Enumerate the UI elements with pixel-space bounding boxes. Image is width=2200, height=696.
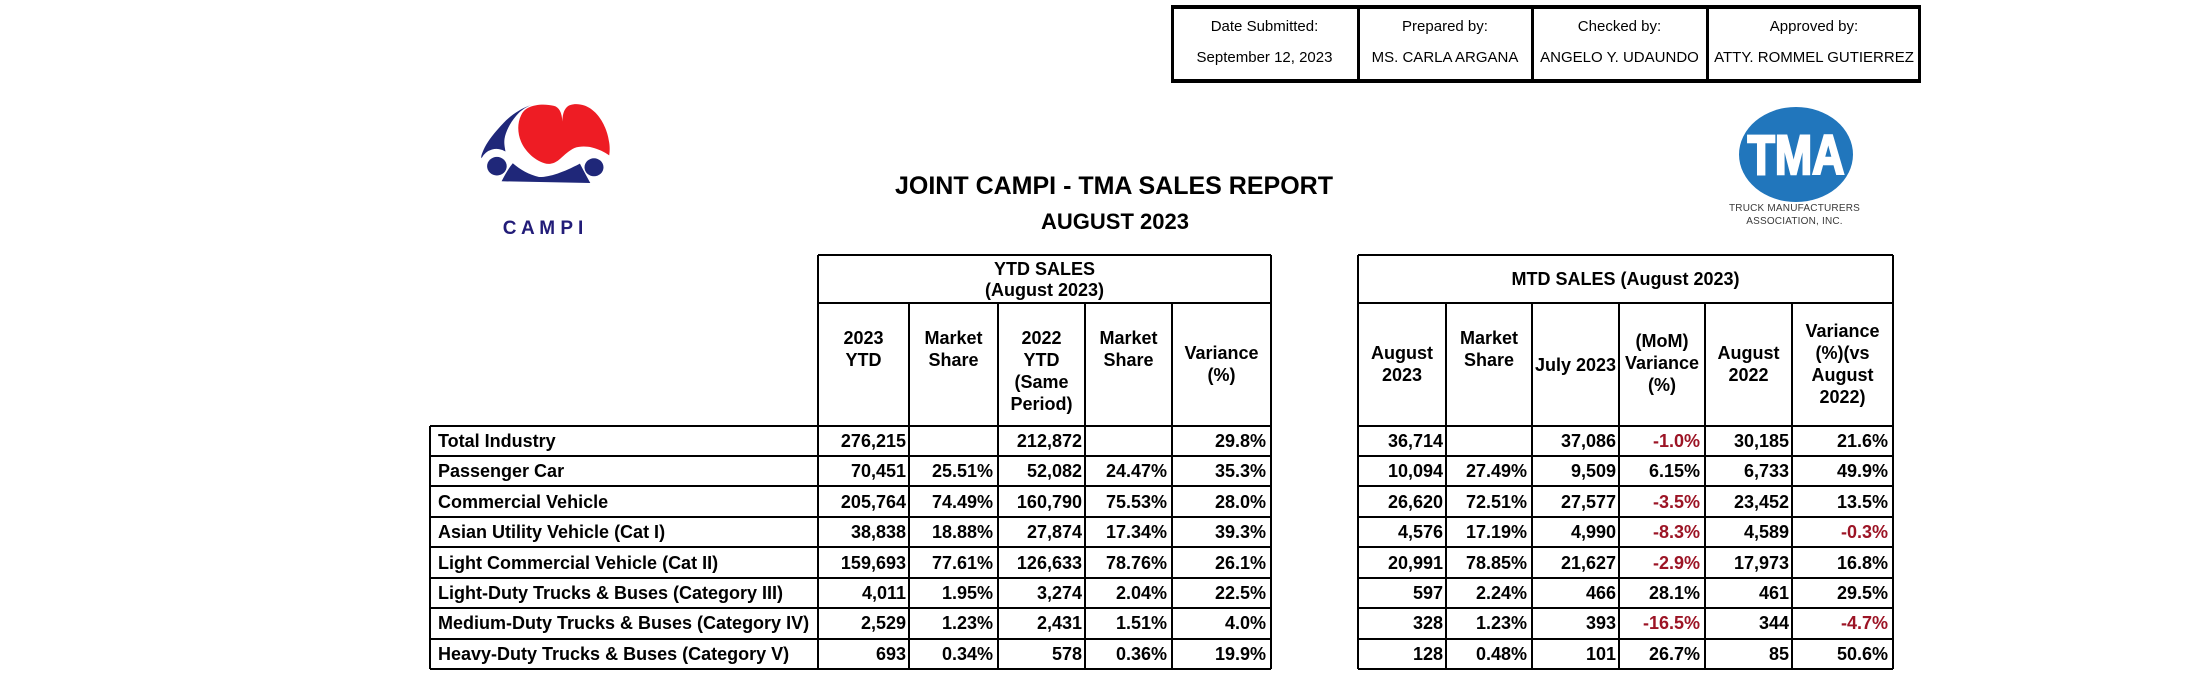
- svg-text:TMA: TMA: [1748, 123, 1845, 186]
